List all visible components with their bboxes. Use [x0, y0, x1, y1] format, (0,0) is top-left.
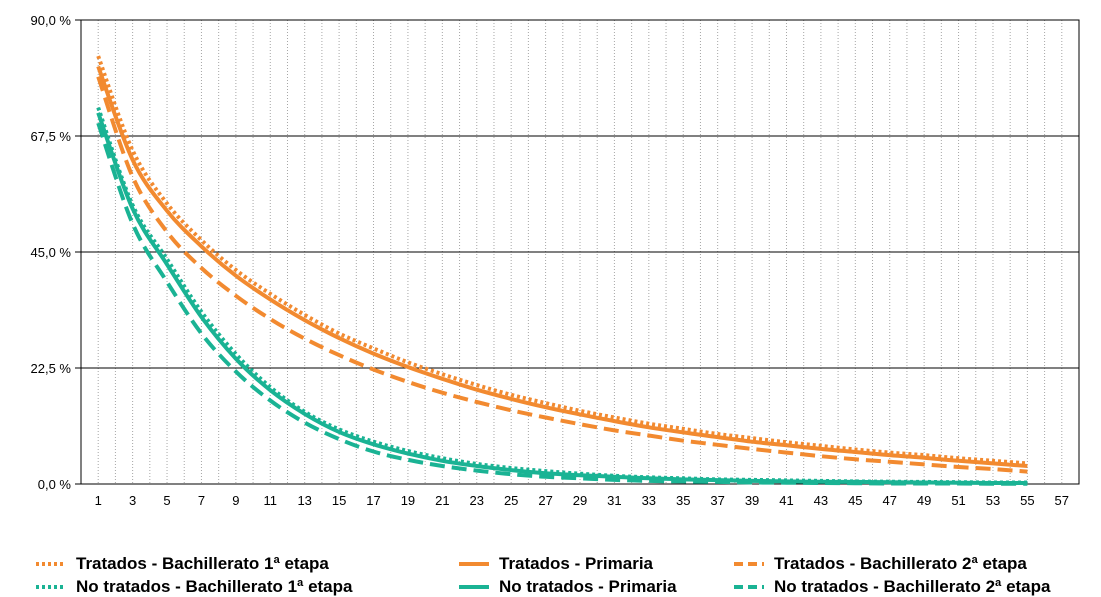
x-tick-label: 35: [676, 493, 690, 508]
legend-swatch: [36, 562, 66, 566]
x-tick-label: 9: [232, 493, 239, 508]
series-line-6: [96, 122, 1028, 486]
legend-label: No tratados - Bachillerato 1ª etapa: [76, 577, 353, 596]
legend: Tratados - Bachillerato 1ª etapa Tratados…: [0, 548, 1101, 597]
legend-label: Tratados - Primaria: [499, 554, 654, 573]
legend-item: No tratados - Bachillerato 2ª etapa: [734, 577, 1050, 597]
series-layer: [96, 55, 1028, 486]
legend-item: Tratados - Primaria: [459, 554, 653, 574]
y-tick-label: 67,5 %: [31, 129, 72, 144]
axes: [80, 19, 1080, 485]
x-tick-label: 33: [642, 493, 656, 508]
x-tick-label: 21: [435, 493, 449, 508]
x-tick-label: 29: [573, 493, 587, 508]
y-tick-label: 45,0 %: [31, 245, 72, 260]
legend-label: Tratados - Bachillerato 2ª etapa: [774, 554, 1027, 573]
series-line-2: [96, 65, 1028, 468]
legend-label: Tratados - Bachillerato 1ª etapa: [76, 554, 329, 573]
series-line-3: [96, 76, 1028, 474]
x-tick-label: 11: [264, 493, 278, 508]
x-tick-label: 13: [297, 493, 311, 508]
legend-swatch: [459, 585, 489, 589]
y-tick-label: 90,0 %: [31, 13, 72, 28]
y-tick-label: 22,5 %: [31, 361, 72, 376]
x-tick-label: 51: [951, 493, 965, 508]
x-tick-label: 57: [1055, 493, 1069, 508]
x-tick-label: 37: [710, 493, 724, 508]
legend-item: Tratados - Bachillerato 2ª etapa: [734, 554, 1027, 574]
x-tick-label: 19: [401, 493, 415, 508]
x-tick-label: 41: [779, 493, 793, 508]
x-tick-label: 15: [332, 493, 346, 508]
legend-swatch: [459, 562, 489, 566]
x-tick-label: 43: [814, 493, 828, 508]
line-chart: 0,0 %22,5 %45,0 %67,5 %90,0 % 1 3 5 7 9 11 13 1…: [31, 13, 1080, 508]
x-tick-label: 45: [848, 493, 862, 508]
x-tick-label: 25: [504, 493, 518, 508]
legend-item: No tratados - Primaria: [459, 577, 677, 597]
legend-swatch: [36, 585, 66, 589]
legend-label: No tratados - Primaria: [499, 577, 677, 596]
x-axis-ticks: 1 3 5 7 9 11 13 15 17 19 21 23 25 27 29 31 33 35 37 39 41 43 4…: [95, 493, 1069, 508]
x-tick-label: 31: [607, 493, 621, 508]
x-tick-label: 27: [538, 493, 552, 508]
legend-swatch: [734, 585, 764, 589]
x-tick-label: 47: [882, 493, 896, 508]
x-tick-label: 49: [917, 493, 931, 508]
legend-label: No tratados - Bachillerato 2ª etapa: [774, 577, 1051, 596]
x-tick-label: 53: [986, 493, 1000, 508]
x-tick-label: 1: [95, 493, 102, 508]
x-tick-label: 17: [366, 493, 380, 508]
legend-item: No tratados - Bachillerato 1ª etapa: [36, 577, 352, 597]
plot-frame: [80, 19, 1080, 485]
legend-swatch: [734, 562, 764, 566]
x-tick-label: 55: [1020, 493, 1034, 508]
x-tick-label: 39: [745, 493, 759, 508]
x-tick-label: 23: [470, 493, 484, 508]
legend-item: Tratados - Bachillerato 1ª etapa: [36, 554, 329, 574]
y-axis-ticks: 0,0 % 22,5 % 45,0 % 67,5 % 90,0 %: [31, 13, 72, 492]
x-tick-label: 3: [129, 493, 136, 508]
y-tick-label: 0,0 %: [38, 477, 72, 492]
x-tick-label: 7: [198, 493, 205, 508]
series-line-1: [96, 55, 1028, 466]
x-tick-label: 5: [163, 493, 170, 508]
